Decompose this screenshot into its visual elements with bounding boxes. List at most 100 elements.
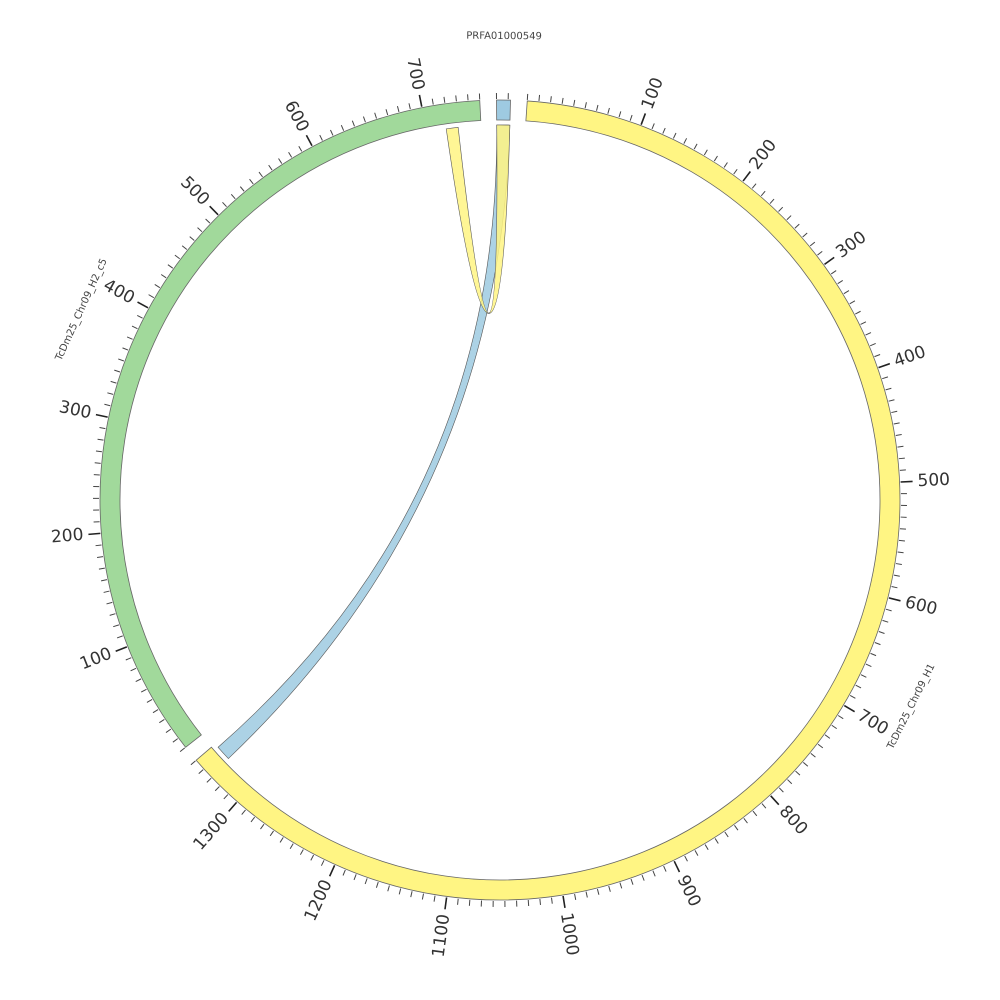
minor-tick [897,551,904,554]
minor-tick [860,674,867,678]
minor-tick [165,728,172,733]
major-tick [418,94,423,107]
tick-label: 1200 [301,877,337,925]
minor-tick [140,688,147,693]
minor-tick [241,809,246,815]
minor-tick [126,336,133,340]
minor-tick [778,206,784,212]
major-tick [137,301,149,309]
major-tick [888,597,901,602]
tick-label: 300 [57,397,93,423]
minor-tick [116,635,123,639]
minor-tick [574,893,577,900]
minor-tick [97,438,104,441]
minor-tick [855,684,862,689]
tick-label: 100 [77,644,115,674]
minor-tick [278,158,283,164]
minor-tick [362,116,366,123]
segment-arc [195,100,901,901]
tick-label: 200 [745,136,781,174]
minor-tick [733,168,738,175]
minor-tick [860,321,867,325]
minor-tick [98,567,105,570]
minor-tick [387,885,390,892]
major-tick [878,362,891,369]
minor-tick [585,891,588,898]
minor-tick [167,264,174,269]
minor-tick [831,724,837,730]
minor-tick [137,315,143,319]
minor-tick [268,164,273,171]
minor-tick [101,579,108,582]
segment-arc [99,100,482,748]
minor-tick [723,162,728,168]
minor-tick [849,694,856,699]
tick-label: 600 [280,97,313,135]
minor-tick [374,112,377,119]
minor-tick [895,434,902,437]
minor-tick [299,849,304,855]
minor-tick [596,104,599,111]
minor-tick [885,608,892,612]
minor-tick [898,457,905,460]
minor-tick [672,132,677,139]
minor-tick [891,586,898,589]
major-tick [228,801,238,812]
minor-tick [249,178,254,185]
minor-tick [693,143,698,150]
minor-tick [714,838,719,844]
minor-tick [99,427,106,430]
segment-arc [496,99,511,121]
segment-label: PRFA01000549 [466,31,542,43]
minor-tick [110,380,117,384]
minor-tick [160,274,167,279]
major-tick [843,704,856,713]
minor-tick [279,837,284,843]
minor-tick [795,770,801,776]
minor-tick [630,878,634,885]
minor-tick [596,888,600,895]
minor-tick [802,232,808,238]
minor-tick [410,891,413,898]
minor-tick [551,897,553,904]
tick-label: 100 [638,75,668,112]
minor-tick [550,96,552,103]
minor-tick [751,183,757,189]
minor-tick [431,98,434,105]
minor-tick [684,855,688,862]
major-tick [742,171,751,182]
minor-tick [103,590,110,593]
minor-tick [629,114,633,121]
minor-tick [197,227,203,233]
minor-tick [260,823,265,830]
major-tick [115,646,128,652]
minor-tick [893,574,900,577]
minor-tick [109,613,116,616]
minor-tick [385,109,389,116]
minor-tick [849,300,856,305]
minor-tick [651,123,655,130]
major-tick [562,895,566,908]
minor-tick [375,881,379,888]
minor-tick [810,752,816,758]
minor-tick [135,678,142,682]
minor-tick [734,825,739,831]
minor-tick [619,882,623,889]
minor-tick [608,885,611,892]
minor-tick [330,129,334,136]
minor-tick [189,236,195,241]
link-ribbon [445,124,511,314]
minor-tick [351,120,355,127]
tick-label: 800 [775,802,812,839]
minor-tick [146,699,153,703]
minor-tick [298,145,303,152]
minor-tick [97,556,104,558]
minor-tick [396,106,400,113]
minor-tick [398,888,402,895]
minor-tick [214,786,220,792]
minor-tick [223,794,229,800]
major-tick [95,413,108,418]
minor-tick [743,818,748,824]
minor-tick [837,715,844,720]
